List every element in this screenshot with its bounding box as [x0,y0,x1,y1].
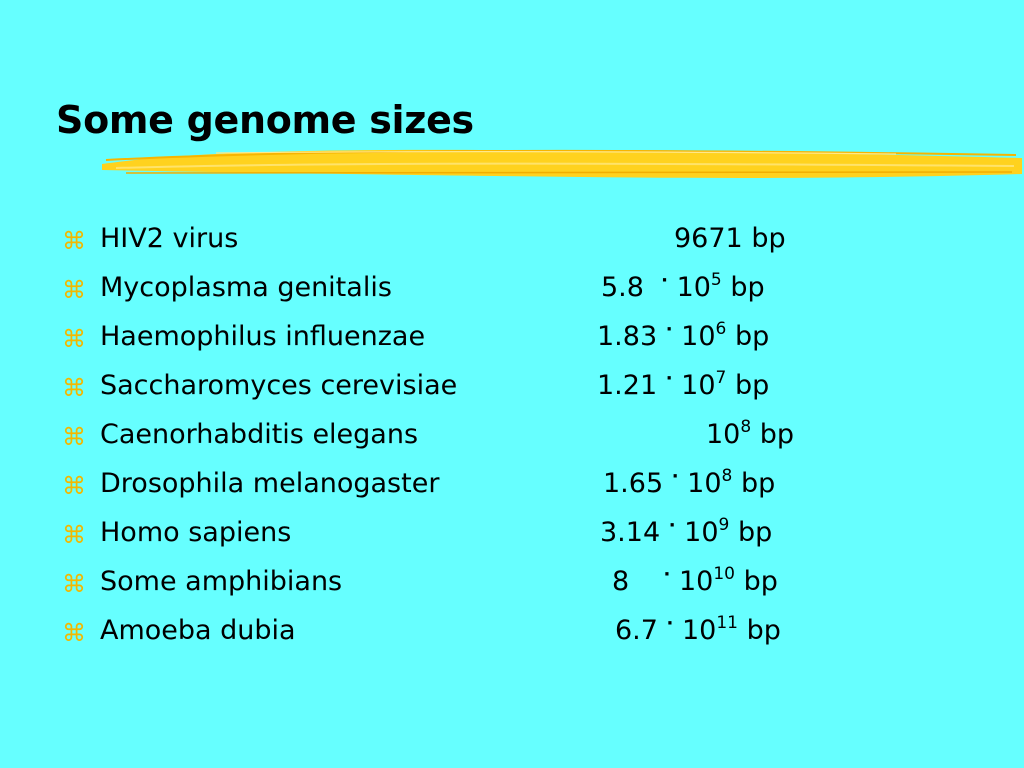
list-item-amoeba: ⌘ Amoeba dubia 6.7 · 1011 bp [0,613,1024,657]
list-item-hiv2: ⌘ HIV2 virus 9671 bp [0,221,1024,265]
organism-name: Haemophilus influenzae [100,321,426,352]
command-key-icon: ⌘ [62,423,86,451]
list-item-caenorhabditis: ⌘ Caenorhabditis elegans 108 bp [0,417,1024,461]
organism-name: Some amphibians [100,566,343,597]
genome-size: 1.83 · 106 bp [597,319,770,352]
list-item-amphibians: ⌘ Some amphibians 8 · 1010 bp [0,564,1024,608]
organism-name: Mycoplasma genitalis [100,272,392,303]
organism-name: Homo sapiens [100,517,292,548]
genome-size: 9671 bp [674,223,786,254]
organism-name: Drosophila melanogaster [100,468,440,499]
genome-size: 3.14 · 109 bp [600,515,773,548]
command-key-icon: ⌘ [62,521,86,549]
list-item-homo-sapiens: ⌘ Homo sapiens 3.14 · 109 bp [0,515,1024,559]
command-key-icon: ⌘ [62,227,86,255]
genome-size: 5.8 · 105 bp [601,270,765,303]
genome-size: 1.21 · 107 bp [597,368,770,401]
genome-size: 1.65 · 108 bp [603,466,776,499]
organism-name: Saccharomyces cerevisiae [100,370,458,401]
command-key-icon: ⌘ [62,472,86,500]
genome-size: 6.7 · 1011 bp [615,613,781,646]
list-item-mycoplasma: ⌘ Mycoplasma genitalis 5.8 · 105 bp [0,270,1024,314]
organism-name: Caenorhabditis elegans [100,419,419,450]
highlighter-stroke [102,149,1022,178]
list-item-haemophilus: ⌘ Haemophilus influenzae 1.83 · 106 bp [0,319,1024,363]
list-item-drosophila: ⌘ Drosophila melanogaster 1.65 · 108 bp [0,466,1024,510]
command-key-icon: ⌘ [62,276,86,304]
command-key-icon: ⌘ [62,570,86,598]
organism-name: HIV2 virus [100,223,239,254]
command-key-icon: ⌘ [62,619,86,647]
list-item-saccharomyces: ⌘ Saccharomyces cerevisiae 1.21 · 107 bp [0,368,1024,412]
genome-size: 8 · 1010 bp [612,564,778,597]
organism-name: Amoeba dubia [100,615,296,646]
genome-size: 108 bp [706,417,795,450]
command-key-icon: ⌘ [62,374,86,402]
command-key-icon: ⌘ [62,325,86,353]
slide-title: Some genome sizes [56,98,474,142]
